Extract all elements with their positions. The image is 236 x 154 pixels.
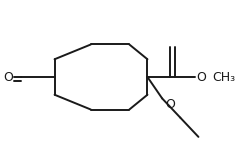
Text: CH₃: CH₃ (212, 71, 235, 83)
Text: O: O (3, 71, 13, 83)
Text: O: O (165, 98, 175, 111)
Text: O: O (196, 71, 206, 83)
